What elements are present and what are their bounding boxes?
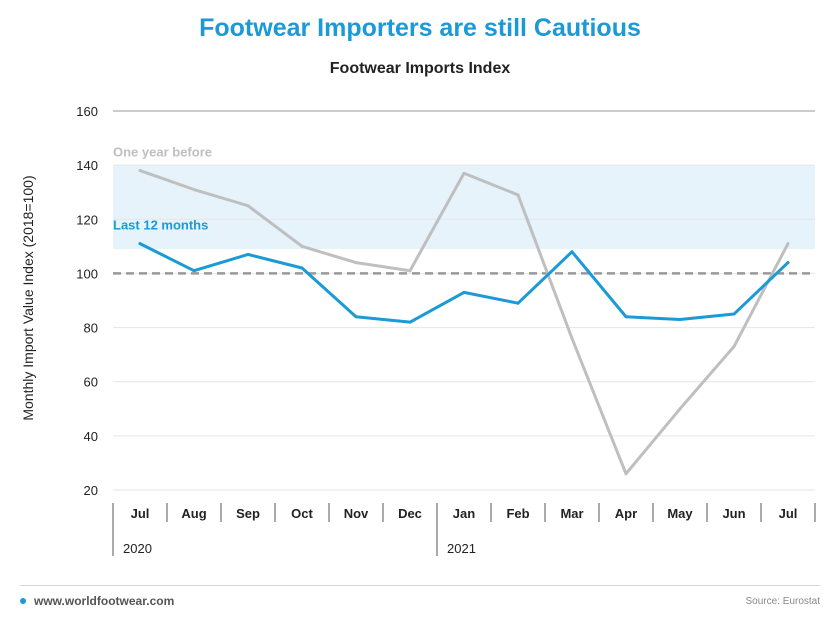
data-point	[786, 242, 790, 246]
x-tick-label: Feb	[506, 506, 529, 521]
data-point	[732, 345, 736, 349]
data-point	[192, 188, 196, 192]
series-group: One year before Last 12 months	[113, 145, 790, 476]
data-point	[408, 269, 412, 273]
y-tick-label: 100	[76, 266, 98, 281]
data-point	[570, 250, 574, 254]
x-tick-label: Sep	[236, 506, 260, 521]
y-tick-label: 160	[76, 104, 98, 119]
data-point	[624, 315, 628, 319]
year-label: 2021	[447, 541, 476, 556]
data-point	[300, 266, 304, 270]
year-label: 2020	[123, 541, 152, 556]
data-point	[462, 290, 466, 294]
data-point	[138, 169, 142, 173]
data-point	[732, 312, 736, 316]
bullet-dot-icon	[20, 598, 26, 604]
x-tick-label: Jul	[779, 506, 798, 521]
data-point	[678, 317, 682, 321]
y-tick-label: 40	[84, 429, 98, 444]
x-tick-label: May	[667, 506, 693, 521]
x-tick-label: Mar	[560, 506, 583, 521]
x-tick-label: Dec	[398, 506, 422, 521]
source-note: Source: Eurostat	[745, 596, 820, 607]
data-point	[300, 244, 304, 248]
x-tick-label: Jun	[722, 506, 745, 521]
data-point	[624, 472, 628, 476]
data-point	[678, 407, 682, 411]
y-tick-label: 120	[76, 212, 98, 227]
y-tick-label: 80	[84, 321, 98, 336]
y-tick-label: 20	[84, 483, 98, 498]
chart-background	[113, 165, 815, 250]
series-label: Last 12 months	[113, 218, 208, 233]
y-axis-title: Monthly Import Value Index (2018=100)	[20, 175, 36, 420]
website-link[interactable]: www.worldfootwear.com	[34, 594, 175, 608]
x-tick-label: Oct	[291, 506, 313, 521]
highlight-band	[113, 165, 815, 250]
data-point	[246, 204, 250, 208]
data-point	[138, 242, 142, 246]
x-tick-label: Jan	[453, 506, 475, 521]
data-point	[516, 301, 520, 305]
data-point	[408, 320, 412, 324]
data-point	[192, 269, 196, 273]
x-tick-label: Nov	[344, 506, 369, 521]
chart-title: Footwear Imports Index	[329, 60, 511, 77]
line-chart: One year before Last 12 months 20 40 60 80 10…	[20, 104, 816, 556]
footer-divider	[20, 585, 820, 586]
footer-website[interactable]: www.worldfootwear.com	[20, 594, 174, 608]
x-tick-label: Jul	[131, 506, 150, 521]
data-point	[246, 252, 250, 256]
y-tick-label: 140	[76, 158, 98, 173]
data-point	[516, 193, 520, 197]
series-label: One year before	[113, 145, 212, 160]
data-point	[570, 336, 574, 340]
x-tick-label: Aug	[181, 506, 206, 521]
chart-headline: Footwear Importers are still Cautious	[199, 14, 641, 42]
series-line-last-12-months	[138, 242, 790, 324]
x-tick-label: Apr	[615, 506, 637, 521]
data-point	[354, 315, 358, 319]
data-point	[786, 261, 790, 265]
data-point	[462, 171, 466, 175]
axis-group: 20 40 60 80 100 120 140 160 Jul Aug Sep Oct Nov Dec Ja…	[76, 104, 816, 556]
data-point	[354, 261, 358, 265]
y-tick-label: 60	[84, 375, 98, 390]
